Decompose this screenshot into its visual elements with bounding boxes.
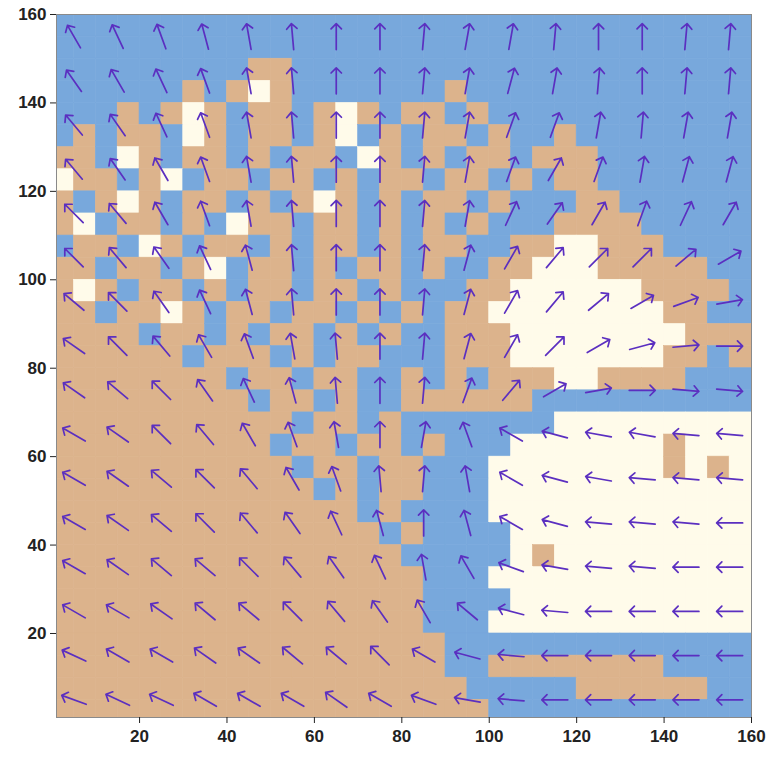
svg-text:140: 140 xyxy=(650,727,678,746)
svg-text:40: 40 xyxy=(218,727,237,746)
svg-text:160: 160 xyxy=(18,5,46,24)
svg-text:20: 20 xyxy=(28,624,47,643)
svg-text:60: 60 xyxy=(305,727,324,746)
svg-text:160: 160 xyxy=(737,727,765,746)
svg-text:20: 20 xyxy=(130,727,149,746)
svg-text:100: 100 xyxy=(18,270,46,289)
svg-text:140: 140 xyxy=(18,93,46,112)
svg-text:100: 100 xyxy=(475,727,503,746)
svg-text:60: 60 xyxy=(28,447,47,466)
svg-text:40: 40 xyxy=(28,536,47,555)
svg-text:120: 120 xyxy=(18,182,46,201)
svg-text:80: 80 xyxy=(28,359,47,378)
svg-text:80: 80 xyxy=(392,727,411,746)
svg-text:120: 120 xyxy=(562,727,590,746)
